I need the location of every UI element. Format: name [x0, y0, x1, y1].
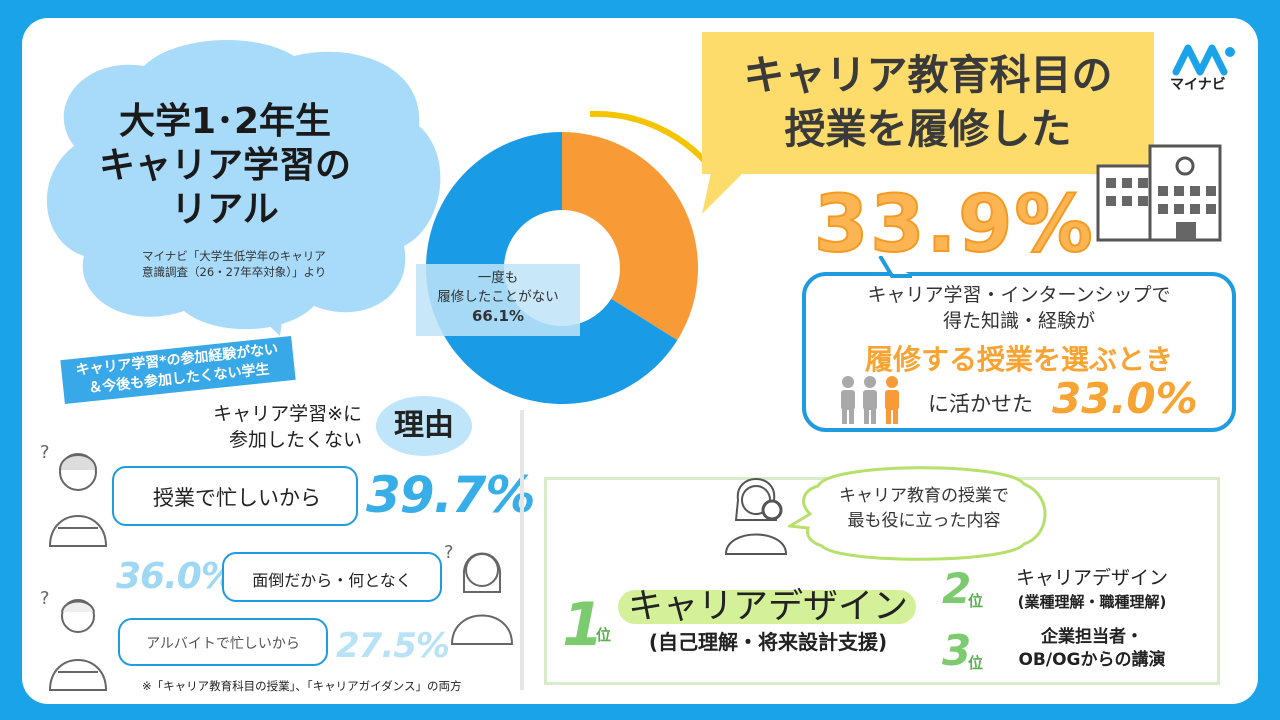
taken-callout-text: キャリア教育科目の 授業を履修した [743, 51, 1113, 153]
reason-value-1: 39.7% [366, 466, 535, 524]
svg-text:?: ? [444, 542, 454, 563]
target-banner: キャリア学習*の参加経験がない ＆今後も参加したくない学生 [60, 335, 296, 405]
reason-box-3: アルバイトで忙しいから [118, 618, 328, 666]
rank1-highlight [618, 590, 916, 624]
thinking-student-icon: ? [444, 542, 514, 645]
knowledge-text: キャリア学習・インターンシップで 得た知識・経験が [867, 284, 1171, 332]
callout-pointer [702, 168, 748, 214]
never-taken-label: 一度も 履修したことがない 66.1% [416, 264, 580, 336]
vertical-divider [520, 410, 524, 690]
rank2-number: 2 [942, 564, 972, 613]
taken-callout-box [702, 32, 1154, 174]
mynavi-logo-icon [1172, 44, 1235, 76]
rank3-suffix: 位 [968, 654, 984, 672]
useful-question: キャリア教育の授業で 最も役に立った内容 [839, 486, 1009, 531]
thinking-man-icon: ? [40, 588, 108, 691]
donut-chart [425, 110, 702, 405]
taken-percentage: 33.9% [813, 179, 1095, 271]
logo-text: マイナビ [1170, 77, 1226, 93]
rank2-text: キャリアデザイン (業種理解・職種理解) [1015, 567, 1168, 611]
source-note: マイナビ「大学生低学年のキャリア 意識調査（26・27年卒対象）」より [142, 249, 327, 279]
reason-value-3: 27.5% [336, 626, 450, 666]
reason-keyword: 理由 [376, 396, 472, 456]
magnifier-student-icon [724, 478, 788, 555]
reason-value-2: 36.0% [116, 556, 237, 597]
reason-question: キャリア学習※に 参加したくない [213, 403, 362, 451]
school-building-icon [1096, 144, 1222, 242]
donut-slice-taken [562, 132, 698, 341]
rank1-detail: (自己理解・将来設計支援) [648, 630, 888, 654]
rank3-number: 3 [942, 626, 972, 675]
rank2-suffix: 位 [968, 592, 984, 610]
rank1-number: 1 [562, 590, 604, 660]
infographic-card: 大学1･2年生 キャリア学習の リアル マイナビ「大学生低学年のキャリア 意識調… [22, 18, 1258, 704]
svg-text:?: ? [40, 588, 50, 609]
footnote: ※「キャリア教育科目の授業」、「キャリアガイダンス」の両方 [142, 679, 462, 693]
rank1-title: キャリアデザイン [627, 587, 908, 627]
svg-text:?: ? [40, 442, 50, 463]
knowledge-pointer [878, 256, 912, 278]
people-group-icon [841, 376, 899, 424]
knowledge-value: 33.0% [1052, 374, 1198, 423]
title-cloud [46, 39, 441, 336]
rank1-suffix: 位 [596, 626, 612, 644]
reason-label-1: 授業で忙しいから [153, 486, 321, 510]
thinking-woman-icon: ? [40, 442, 108, 547]
donut-slice-never [425, 132, 678, 405]
rank3-text: 企業担当者・ OB/OGからの講演 [1018, 627, 1166, 670]
reason-label-2: 面倒だから・何となく [252, 571, 412, 590]
reason-box-1: 授業で忙しいから [112, 466, 358, 526]
reason-box-2: 面倒だから・何となく [222, 552, 442, 602]
useful-bubble [788, 466, 1047, 561]
reason-label-3: アルバイトで忙しいから [146, 636, 300, 652]
knowledge-suffix: に活かせた [928, 392, 1033, 416]
page-title: 大学1･2年生 キャリア学習の リアル [98, 101, 351, 230]
knowledge-highlight: 履修する授業を選ぶとき [864, 343, 1173, 376]
